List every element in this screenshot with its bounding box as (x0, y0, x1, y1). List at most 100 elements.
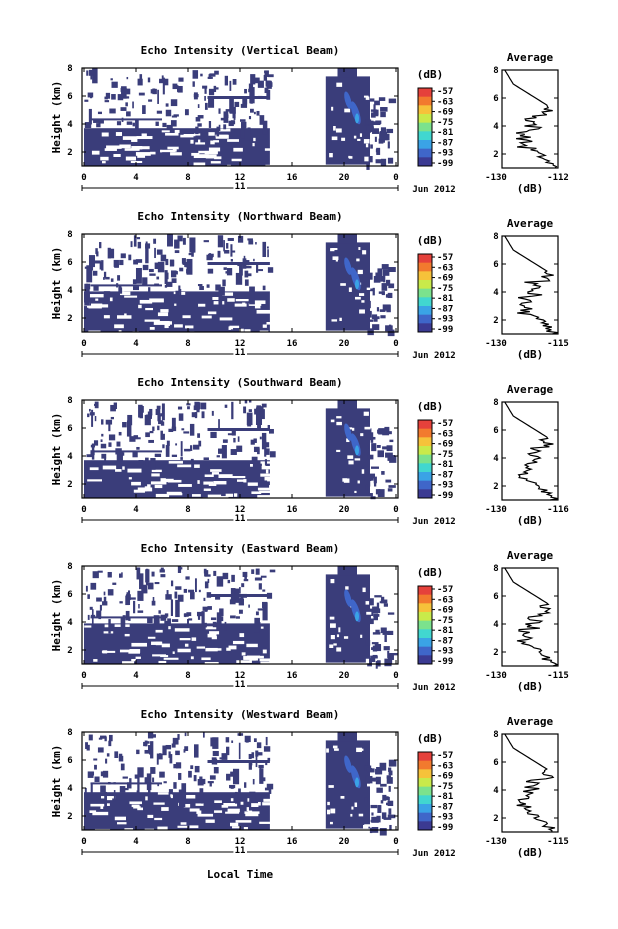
heatmap-gap (129, 649, 141, 653)
heatmap-gap (328, 785, 334, 788)
heatmap-cells (383, 796, 389, 800)
date-label: Jun 2012 (412, 185, 455, 195)
heatmap-cells (100, 443, 107, 449)
heatmap-cells (154, 262, 160, 270)
profile-y-tick-label: 4 (493, 122, 499, 132)
heatmap-cells (237, 235, 244, 243)
heatmap-cells (201, 778, 206, 785)
heatmap-cells (253, 738, 257, 743)
heatmap-cells (201, 611, 205, 624)
colorbar-segment (418, 157, 432, 167)
heatmap-gap (329, 644, 334, 648)
heatmap-cells (337, 234, 357, 244)
heatmap-cells (377, 452, 383, 457)
colorbar-tick-label: -93 (437, 149, 453, 159)
heatmap-cells (194, 412, 198, 419)
heatmap-cells (218, 108, 221, 114)
heatmap-cells (214, 70, 219, 75)
y-tick-label: 8 (67, 562, 72, 572)
heatmap-cells (188, 252, 192, 256)
heatmap-cells (108, 442, 112, 447)
heatmap-cells (84, 266, 89, 269)
heatmap-gap (174, 303, 177, 306)
heatmap-cells (107, 247, 111, 259)
heatmap-gap (202, 497, 219, 502)
heatmap-cells (190, 765, 194, 770)
heatmap-gap (252, 300, 266, 304)
heatmap-cells (132, 286, 140, 291)
heatmap-cells (144, 740, 148, 747)
heatmap-cells (184, 613, 187, 618)
heatmap-cells (246, 412, 253, 426)
heatmap-gap (364, 426, 371, 430)
heatmap-cells (371, 443, 377, 452)
profile-x-tick-label: -130 (485, 505, 507, 515)
heatmap-cells (189, 423, 195, 436)
y-axis-label: Height (km) (50, 81, 63, 154)
heatmap-cells (235, 791, 238, 804)
heatmap-cells (264, 70, 269, 77)
x-tick-label: 8 (185, 339, 190, 349)
heatmap-cells (212, 750, 219, 757)
heatmap-cells (220, 117, 224, 121)
heatmap-gap (239, 633, 245, 638)
heatmap-cells (379, 762, 387, 771)
heatmap-cells (148, 582, 154, 590)
heatmap-cells (225, 109, 231, 112)
heatmap-gap (348, 287, 352, 292)
colorbar-tick-label: -87 (437, 138, 453, 148)
heatmap-gap (131, 804, 140, 808)
heatmap-cells (215, 284, 221, 291)
heatmap-cells (191, 412, 198, 418)
colorbar-segment (418, 769, 432, 779)
y-tick-label: 4 (67, 452, 73, 462)
heatmap-cells (148, 287, 151, 292)
profile-x-tick-label: -115 (547, 671, 569, 681)
profile-y-tick-label: 4 (493, 620, 499, 630)
heatmap-cells (109, 108, 116, 114)
heatmap-gap (180, 134, 194, 138)
heatmap-cells (138, 404, 143, 418)
heatmap-gap (240, 801, 244, 805)
chart-panel-3: Echo Intensity (Eastward Beam) 2 4 6 8 Height… (50, 542, 569, 693)
heatmap-cells (265, 736, 268, 746)
heatmap-gap (228, 645, 237, 650)
heatmap-cells (92, 68, 98, 84)
heatmap-gap (160, 478, 166, 482)
profile-y-tick-label: 8 (493, 730, 498, 740)
heatmap-cells (154, 582, 160, 585)
colorbar-segment (418, 314, 432, 324)
heatmap-gap (243, 479, 247, 483)
heatmap-cells (129, 597, 136, 600)
heatmap-cells (378, 608, 381, 614)
heatmap-gap (150, 151, 156, 155)
heatmap-cells (376, 815, 381, 823)
heatmap-cells (368, 658, 376, 663)
heatmap-gap (214, 800, 222, 803)
heatmap-cells (177, 594, 184, 602)
heatmap-gap (102, 650, 108, 654)
heatmap-gap (160, 309, 169, 313)
heatmap-gap (243, 827, 248, 830)
x-tick-label: 12 (235, 173, 246, 183)
heatmap-cells (230, 449, 237, 455)
heatmap-cells (232, 768, 240, 785)
heatmap-cells (373, 109, 379, 116)
heatmap-gap (354, 296, 361, 300)
heatmap-gap (326, 748, 329, 753)
heatmap-gap (261, 463, 266, 467)
heatmap-cells (250, 439, 255, 445)
heatmap-gap (252, 142, 255, 147)
heatmap-cells (227, 237, 234, 241)
heatmap-cells (142, 105, 146, 115)
heatmap-gap (336, 647, 342, 652)
profile-frame (501, 401, 559, 501)
heatmap-cells (165, 103, 169, 107)
heatmap-cells (255, 568, 260, 575)
heatmap-cells (165, 281, 173, 287)
heatmap-gap (178, 291, 186, 295)
heatmap-cells (149, 273, 156, 276)
heatmap-cells (197, 284, 203, 287)
heatmap-cells (157, 414, 161, 422)
heatmap-cells (116, 121, 122, 126)
